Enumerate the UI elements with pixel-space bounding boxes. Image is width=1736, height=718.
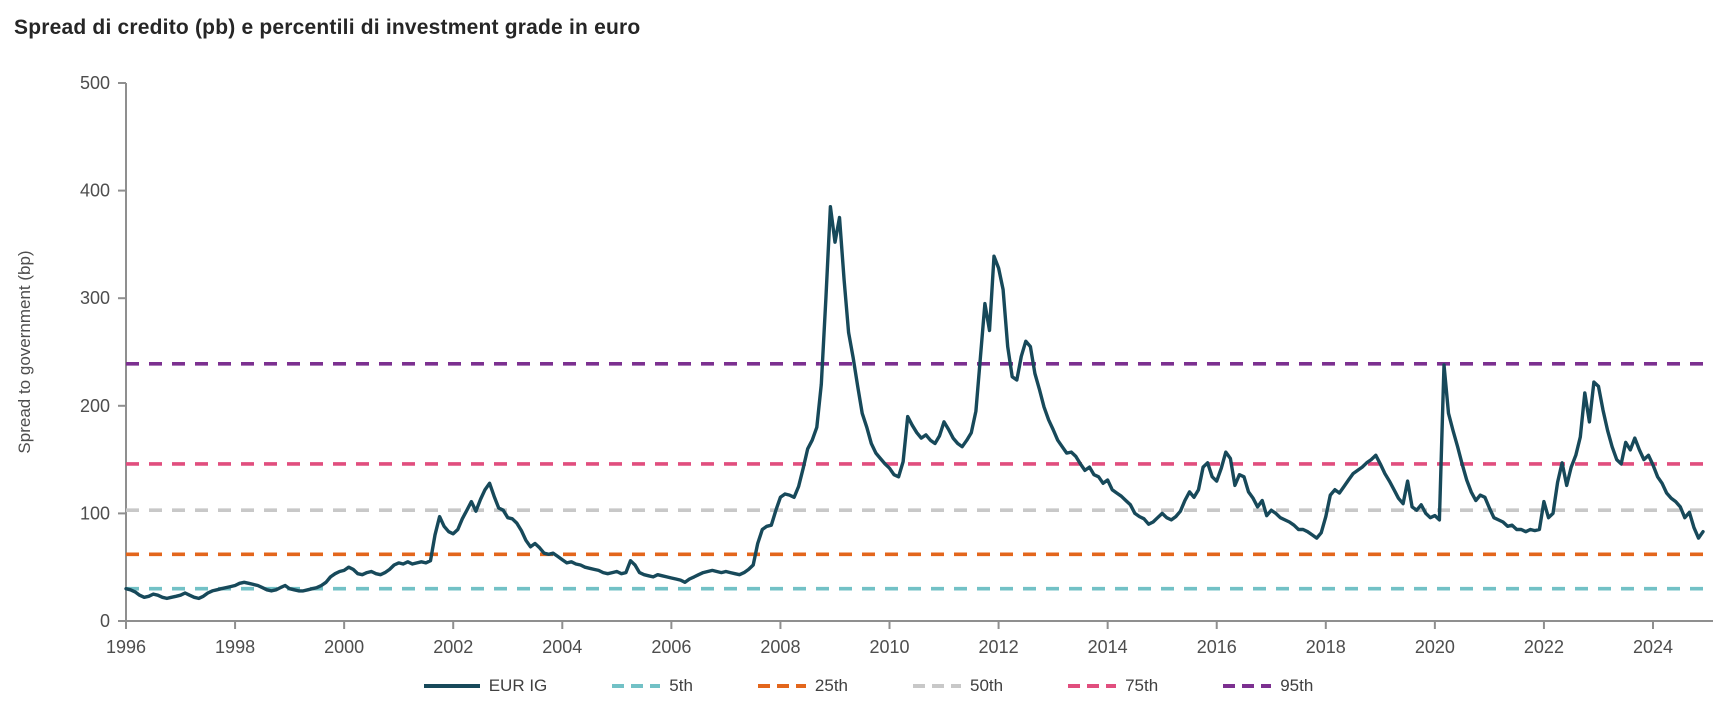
x-tick-label: 2000 <box>324 637 364 657</box>
x-tick-label: 2004 <box>542 637 582 657</box>
x-tick-label: 2006 <box>651 637 691 657</box>
legend-swatch-5th <box>612 684 661 688</box>
legend-item-50th: 50th <box>912 676 1003 696</box>
x-tick-label: 2010 <box>869 637 909 657</box>
y-axis-title: Spread to government (bp) <box>15 250 34 453</box>
y-tick-label: 400 <box>80 181 110 201</box>
legend-item-95th: 95th <box>1222 676 1313 696</box>
x-tick-label: 2022 <box>1524 637 1564 657</box>
series-eur-ig <box>124 204 1705 601</box>
y-tick-label: 500 <box>80 73 110 93</box>
legend-swatch-50th <box>913 684 961 688</box>
y-tick-label: 0 <box>100 611 110 631</box>
legend-label: 50th <box>970 676 1004 695</box>
y-tick-label: 200 <box>80 396 110 416</box>
x-tick-label: 1998 <box>215 637 255 657</box>
legend-label: EUR IG <box>488 676 548 695</box>
x-tick-label: 2020 <box>1415 637 1455 657</box>
x-tick-label: 2018 <box>1306 637 1346 657</box>
legend-label: 95th <box>1280 676 1314 695</box>
legend-item-25th: 25th <box>757 676 848 696</box>
x-tick-label: 2008 <box>760 637 800 657</box>
legend-swatch-95th <box>1223 684 1272 688</box>
legend-label: 75th <box>1125 676 1159 695</box>
y-tick-label: 300 <box>80 288 110 308</box>
x-tick-label: 1996 <box>106 637 146 657</box>
x-tick-label: 2002 <box>433 637 473 657</box>
legend-swatch-75th <box>1068 684 1117 688</box>
legend-label: 25th <box>814 676 848 695</box>
x-tick-label: 2012 <box>979 637 1019 657</box>
chart-title: Spread di credito (pb) e percentili di i… <box>14 16 641 39</box>
x-tick-label: 2024 <box>1633 637 1673 657</box>
y-tick-label: 100 <box>80 503 110 523</box>
x-tick-label: 2014 <box>1088 637 1128 657</box>
legend: EUR IG 5th 25th 50th 75th 95th <box>0 676 1736 696</box>
legend-item-75th: 75th <box>1067 676 1158 696</box>
legend-item-5th: 5th <box>611 676 693 696</box>
legend-item-eur-ig: EUR IG <box>423 676 548 696</box>
legend-swatch-25th <box>757 684 806 688</box>
x-tick-label: 2016 <box>1197 637 1237 657</box>
legend-label: 5th <box>669 676 693 695</box>
legend-swatch-eur-ig <box>423 684 480 688</box>
